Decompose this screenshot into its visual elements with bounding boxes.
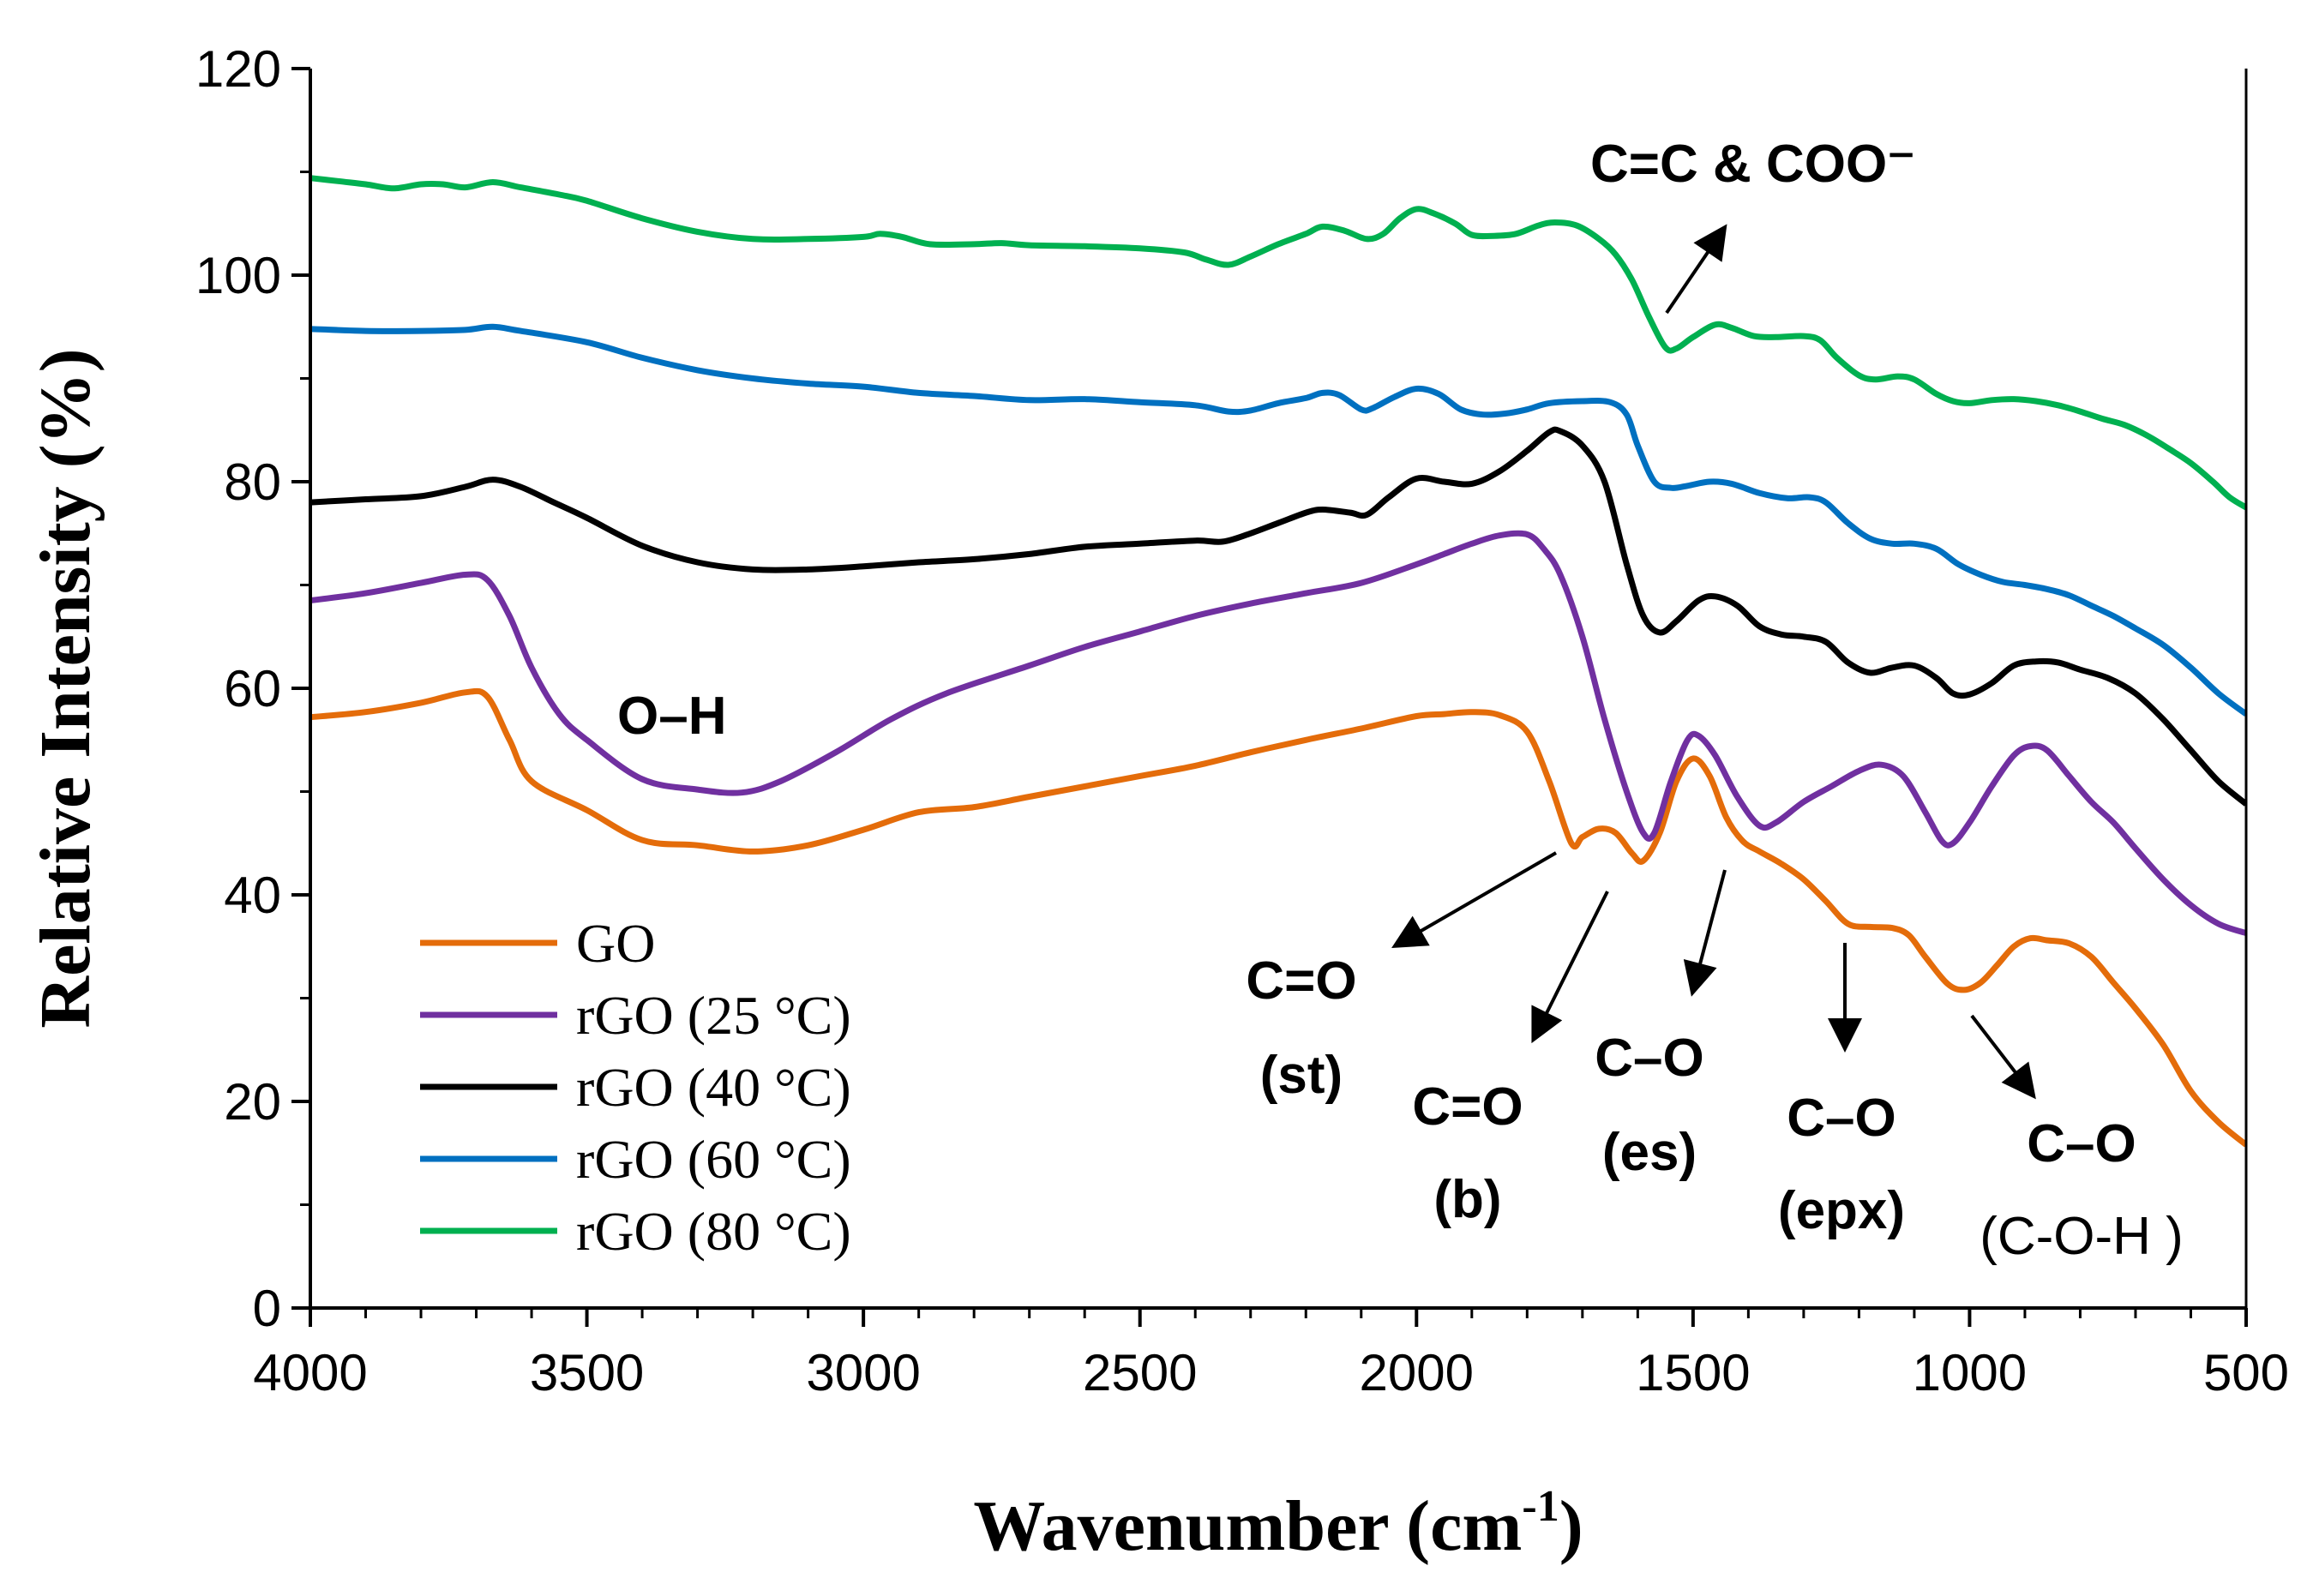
legend-entry: rGO (80 °C) [576, 1201, 851, 1262]
y-tick-label: 60 [224, 660, 281, 717]
y-tick-label: 120 [195, 40, 281, 98]
arrow-co-es [1683, 869, 1727, 997]
legend-entry: rGO (40 °C) [576, 1057, 851, 1118]
series-line-go [309, 687, 2246, 1148]
x-axis-title-close: ) [1559, 1486, 1583, 1566]
legend-entry: rGO (60 °C) [576, 1129, 851, 1190]
arrow-cc-coo [1665, 224, 1727, 315]
annotations: C=C & COO⁻ O–H C=O (st) C=O (b) C–O (es)… [617, 135, 2184, 1266]
x-tick-label: 3000 [806, 1344, 920, 1401]
x-tick-label: 2000 [1360, 1344, 1474, 1401]
arrow-co-coh [1970, 1014, 2036, 1100]
y-tick-label: 20 [224, 1073, 281, 1131]
series-line-rgo-80-c [309, 175, 2246, 511]
annot-oh: O–H [617, 687, 726, 746]
x-axis-title: Wavenumber (cm-1) [973, 1482, 1583, 1566]
legend-entry: rGO (25 °C) [576, 985, 851, 1046]
series-line-rgo-25-c [309, 530, 2246, 936]
annot-cc-coo: C=C & COO⁻ [1590, 135, 1915, 194]
arrow-co-st [1391, 851, 1558, 949]
y-tick-label: 40 [224, 867, 281, 924]
annot-co-es-line1: C–O [1595, 1029, 1703, 1088]
series-layer [309, 175, 2246, 1148]
annot-co-st-line1: C=O [1246, 951, 1356, 1011]
series-line-rgo-40-c [309, 426, 2246, 807]
annot-co-b-line2: (b) [1433, 1170, 1501, 1229]
x-axis-title-main: Wavenumber (cm [973, 1486, 1522, 1566]
arrow-co-b [1531, 891, 1609, 1044]
x-tick-label: 1000 [1913, 1344, 2027, 1401]
annot-co-epx-line1: C–O [1787, 1089, 1895, 1148]
annot-co-b-line1: C=O [1412, 1077, 1523, 1137]
x-tick-label: 1500 [1636, 1344, 1750, 1401]
annot-co-coh-line2: (C-O-H ) [1980, 1207, 2184, 1266]
legend-entry: GO [576, 913, 655, 974]
y-tick-label: 100 [195, 247, 281, 304]
legend: GO rGO (25 °C) rGO (40 °C) rGO (60 °C) rGO (… [420, 913, 851, 1262]
annot-co-epx-line2: (epx) [1778, 1181, 1905, 1240]
x-axis-title-sup: -1 [1522, 1482, 1559, 1531]
x-tick-label: 500 [2203, 1344, 2289, 1401]
annot-co-coh-line1: C–O [2027, 1114, 2136, 1173]
annot-co-es-line2: (es) [1602, 1123, 1697, 1182]
x-tick-label: 4000 [253, 1344, 367, 1401]
x-tick-label: 2500 [1083, 1344, 1197, 1401]
y-tick-label: 0 [253, 1280, 281, 1337]
x-tick-label: 3500 [530, 1344, 644, 1401]
annot-co-st-line2: (st) [1260, 1046, 1343, 1105]
y-axis-title: Relative Intensity (%) [26, 348, 105, 1028]
x-ticks: 4000 3500 3000 2500 2000 1500 1000 500 [253, 1308, 2289, 1401]
series-line-rgo-60-c [309, 323, 2246, 717]
y-ticks: 0 20 40 60 80 100 120 [195, 40, 310, 1337]
y-tick-label: 80 [224, 453, 281, 511]
axes [309, 69, 2248, 1310]
